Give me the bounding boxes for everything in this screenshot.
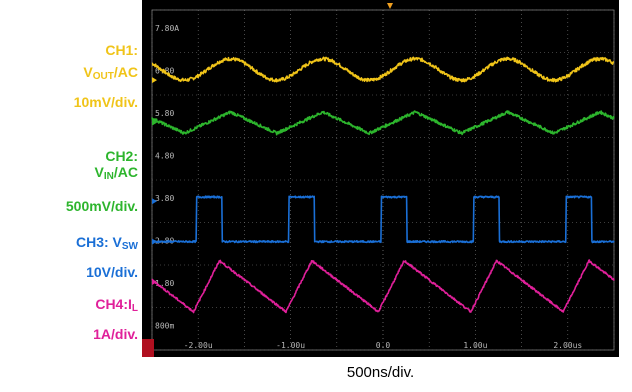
ch4-scale: 1A/div. <box>93 326 138 342</box>
waveform-traces <box>151 56 615 314</box>
ch2-signal-label: VIN/AC <box>95 164 138 185</box>
ch1-signal-label: VOUT/AC <box>83 64 138 85</box>
trigger-marker-icon <box>387 3 393 9</box>
y-tick-label: 3.80 <box>155 194 174 203</box>
x-tick-label: 0.0 <box>376 341 391 350</box>
ch1-label-line1: CH1: <box>105 42 138 58</box>
x-tick-label: -1.00u <box>276 341 305 350</box>
y-tick-label: 1.80 <box>155 279 174 288</box>
scope-background <box>142 0 619 357</box>
trace-4 <box>151 259 615 314</box>
ch3-scale: 10V/div. <box>86 264 138 280</box>
y-tick-label: 5.80 <box>155 109 174 118</box>
ch1-signal-coupling: /AC <box>113 64 138 80</box>
channel-level-marker-icon <box>152 279 157 285</box>
x-tick-label: 2.00us <box>553 341 582 350</box>
scope-grid <box>151 9 615 351</box>
ch3-label-text: CH3: V <box>75 234 122 250</box>
ch2-signal-coupling: /AC <box>113 164 138 180</box>
channel-level-marker-icon <box>152 198 157 205</box>
x-tick-label: 1.00u <box>463 341 487 350</box>
ch1-scale: 10mV/div. <box>73 94 138 110</box>
channel-level-marker-icon <box>152 119 157 126</box>
timebase-label: 500ns/div. <box>346 364 415 381</box>
ch3-label-sub: SW <box>121 241 138 252</box>
ch3-label: CH3: VSW <box>76 234 138 255</box>
ch2-signal-sub: IN <box>103 171 114 182</box>
ch2-scale: 500mV/div. <box>65 198 138 214</box>
ch4-label: CH4:IL <box>95 296 138 317</box>
ch1-signal-v: V <box>83 64 93 80</box>
ch4-label-sub: L <box>131 303 138 314</box>
x-axis-labels: -2.00u -1.00u 0.0 1.00u 2.00us <box>184 341 583 350</box>
ch1-signal-sub: OUT <box>92 71 114 82</box>
y-tick-label: 800m <box>155 322 174 331</box>
ch2-label: CH2: <box>105 148 138 164</box>
ch1-label: CH1: <box>105 42 138 58</box>
trace-3 <box>151 195 615 244</box>
channel-level-marker-icon <box>152 238 157 245</box>
ch2-signal-v: V <box>94 164 104 180</box>
corner-indicator-icon <box>142 339 154 357</box>
y-tick-label: 7.80A <box>155 24 179 33</box>
ch4-label-text: CH4:I <box>95 296 132 312</box>
trace-1 <box>151 56 615 83</box>
channel-markers <box>152 77 157 285</box>
y-tick-label: 4.80 <box>155 152 174 161</box>
x-tick-label: -2.00u <box>184 341 213 350</box>
trace-2 <box>151 110 615 136</box>
channel-level-marker-icon <box>152 77 157 84</box>
grid-border <box>151 9 615 351</box>
